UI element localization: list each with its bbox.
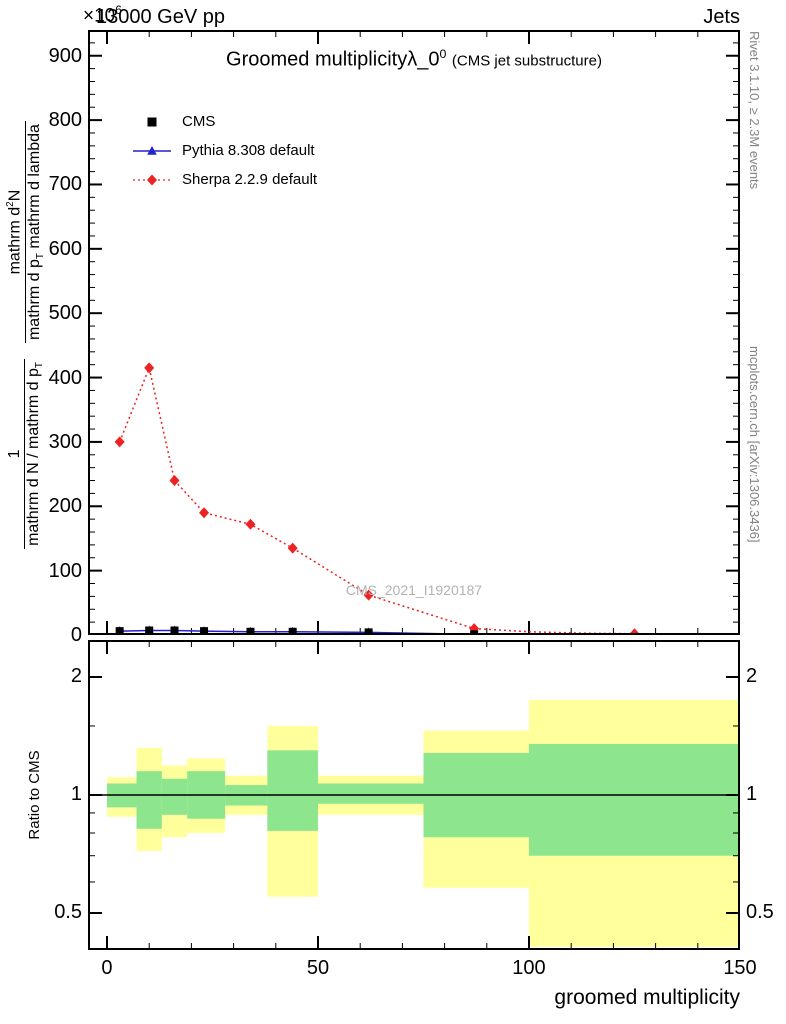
tick-label: 900 — [48, 44, 82, 67]
rivet-version-note: Rivet 3.1.10, ≥ 2.3M events — [747, 31, 762, 190]
ratio-panel — [88, 640, 740, 950]
plot-title-lambda: λ_0 — [407, 48, 440, 71]
tick-label: 150 — [723, 957, 757, 979]
legend-label-cms: CMS — [182, 113, 216, 130]
legend-item-pythia: Pythia 8.308 default — [132, 136, 317, 165]
tick-label: 0.5 — [54, 901, 82, 923]
analysis-category-label: Jets — [703, 6, 740, 28]
tick-label: 0 — [70, 624, 82, 646]
ylabel-frac1-num: 1 — [6, 449, 23, 459]
tick-label: 100 — [48, 559, 82, 582]
tick-label: 400 — [48, 366, 82, 389]
y-axis-scale-factor: ×106 — [83, 4, 122, 27]
tick-label: 2 — [70, 665, 82, 687]
beam-energy-label: 13000 GeV pp — [96, 6, 225, 28]
tick-label: 0.5 — [746, 901, 774, 923]
tick-label: 600 — [48, 237, 82, 260]
main-plot-panel — [88, 30, 740, 635]
tick-label: 800 — [48, 109, 82, 132]
legend-item-sherpa: Sherpa 2.2.9 default — [132, 165, 317, 194]
pythia-triangle-marker-icon — [132, 144, 172, 158]
sherpa-diamond-marker-icon — [132, 173, 172, 187]
mcplots-citation-note: mcplots.cern.ch [arXiv:1306.3436] — [747, 346, 762, 543]
scale-exponent: 6 — [115, 4, 122, 17]
tick-label: 2 — [746, 665, 758, 687]
legend-label-pythia: Pythia 8.308 default — [182, 142, 315, 159]
tick-label: 700 — [48, 173, 82, 196]
plot-title-superscript: 0 — [439, 47, 447, 61]
tick-label: 1 — [70, 783, 82, 805]
tick-label: 100 — [512, 957, 546, 979]
cms-square-marker-icon — [132, 115, 172, 129]
tick-label: 50 — [306, 957, 330, 979]
legend: CMS Pythia 8.308 default Sherpa 2.2.9 de… — [132, 107, 317, 194]
ylabel-frac2-num: mathrm d2N — [5, 189, 24, 275]
tick-label: 200 — [48, 495, 82, 518]
plot-title: Groomed multiplicityλ_00 (CMS jet substr… — [88, 47, 740, 72]
tick-label: 500 — [48, 302, 82, 325]
x-axis-label: groomed multiplicity — [554, 986, 740, 1009]
legend-item-cms: CMS — [132, 107, 317, 136]
legend-label-sherpa: Sherpa 2.2.9 default — [182, 171, 318, 188]
watermark-analysis-id: CMS_2021_I1920187 — [345, 582, 483, 598]
tick-label: 0 — [101, 957, 113, 979]
tick-label: 1 — [746, 783, 758, 805]
plot-title-suffix: (CMS jet substructure) — [451, 52, 602, 70]
plot-title-text: Groomed multiplicity — [226, 48, 408, 71]
scale-prefix: ×10 — [83, 5, 116, 27]
tick-label: 300 — [48, 430, 82, 453]
